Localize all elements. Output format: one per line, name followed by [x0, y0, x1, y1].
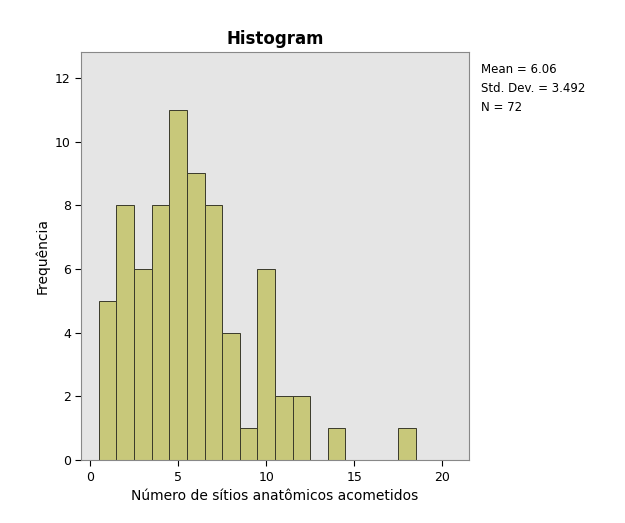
X-axis label: Número de sítios anatômicos acometidos: Número de sítios anatômicos acometidos — [131, 489, 419, 503]
Y-axis label: Frequência: Frequência — [35, 218, 49, 294]
Bar — [258, 269, 275, 460]
Bar — [222, 333, 240, 460]
Bar — [116, 205, 134, 460]
Bar — [187, 174, 204, 460]
Bar — [275, 396, 292, 460]
Bar — [240, 428, 258, 460]
Bar — [204, 205, 222, 460]
Bar — [169, 110, 187, 460]
Bar — [328, 428, 346, 460]
Bar — [99, 301, 116, 460]
Text: Mean = 6.06
Std. Dev. = 3.492
N = 72: Mean = 6.06 Std. Dev. = 3.492 N = 72 — [481, 63, 586, 114]
Bar — [398, 428, 416, 460]
Title: Histogram: Histogram — [226, 30, 324, 48]
Bar — [292, 396, 310, 460]
Bar — [152, 205, 169, 460]
Bar — [134, 269, 152, 460]
